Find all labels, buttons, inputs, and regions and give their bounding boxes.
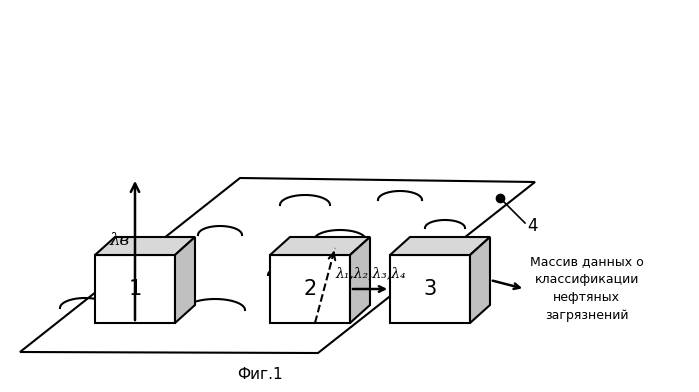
Polygon shape bbox=[470, 237, 490, 323]
Text: 3: 3 bbox=[424, 279, 437, 299]
Text: 1: 1 bbox=[129, 279, 142, 299]
Text: λ₁,λ₂,λ₃,λ₄: λ₁,λ₂,λ₃,λ₄ bbox=[335, 267, 405, 281]
Polygon shape bbox=[270, 237, 370, 255]
Polygon shape bbox=[390, 255, 470, 323]
Polygon shape bbox=[20, 178, 535, 353]
Polygon shape bbox=[95, 237, 195, 255]
Polygon shape bbox=[95, 255, 175, 323]
Polygon shape bbox=[175, 237, 195, 323]
Text: Фиг.1: Фиг.1 bbox=[237, 367, 283, 382]
Polygon shape bbox=[350, 237, 370, 323]
Text: Массив данных о
классификации
нефтяных
загрязнений: Массив данных о классификации нефтяных з… bbox=[530, 256, 644, 323]
Polygon shape bbox=[390, 237, 490, 255]
Polygon shape bbox=[270, 255, 350, 323]
Text: 2: 2 bbox=[303, 279, 317, 299]
Text: 4: 4 bbox=[527, 217, 538, 235]
Text: λв: λв bbox=[110, 232, 130, 249]
